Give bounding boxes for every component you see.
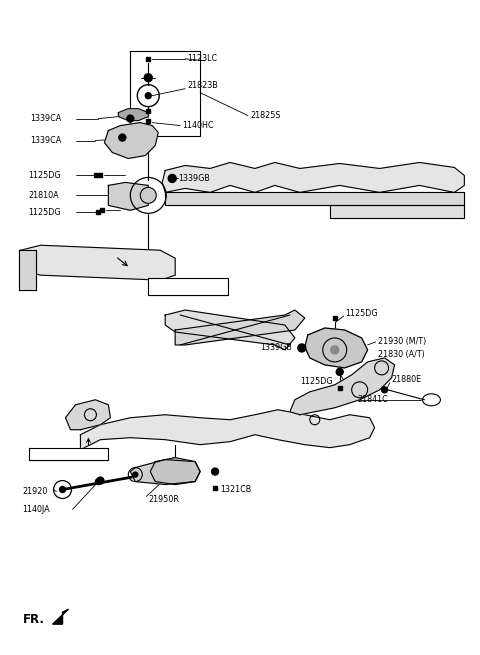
Polygon shape	[81, 410, 374, 449]
Polygon shape	[19, 250, 36, 290]
Text: 21825S: 21825S	[250, 111, 280, 120]
Circle shape	[382, 387, 387, 393]
Polygon shape	[330, 206, 464, 218]
Polygon shape	[29, 447, 108, 460]
Bar	[96, 210, 100, 214]
Text: 1123LC: 1123LC	[187, 54, 217, 64]
Text: 1339CA: 1339CA	[31, 136, 62, 145]
Circle shape	[336, 368, 343, 375]
Bar	[98, 174, 102, 178]
Text: 1321CB: 1321CB	[220, 485, 252, 494]
Text: 21950R: 21950R	[148, 495, 179, 504]
Bar	[146, 57, 150, 61]
Text: 21830 (A/T): 21830 (A/T)	[378, 350, 424, 360]
Circle shape	[60, 487, 65, 493]
Bar	[95, 174, 98, 178]
Circle shape	[145, 92, 151, 99]
Polygon shape	[175, 310, 305, 345]
Circle shape	[168, 174, 176, 183]
Polygon shape	[165, 310, 295, 350]
Polygon shape	[165, 193, 464, 206]
Text: 1140HC: 1140HC	[182, 121, 214, 130]
Text: 1339GB: 1339GB	[178, 174, 210, 183]
Polygon shape	[52, 609, 69, 624]
Polygon shape	[162, 162, 464, 193]
Bar	[333, 316, 336, 320]
Polygon shape	[65, 400, 110, 430]
Circle shape	[144, 74, 152, 82]
Polygon shape	[21, 245, 175, 280]
Circle shape	[97, 477, 104, 484]
Text: 21930 (M/T): 21930 (M/T)	[378, 337, 426, 346]
Circle shape	[119, 134, 126, 141]
Polygon shape	[119, 109, 148, 121]
Polygon shape	[150, 458, 200, 485]
Circle shape	[127, 115, 134, 122]
Text: REF.60-624: REF.60-624	[33, 449, 75, 458]
Text: 21841C: 21841C	[358, 395, 388, 404]
Bar	[338, 386, 342, 390]
Circle shape	[212, 468, 218, 475]
Bar	[146, 109, 150, 113]
Circle shape	[298, 344, 306, 352]
Polygon shape	[148, 278, 228, 295]
Bar	[146, 119, 150, 122]
Polygon shape	[130, 460, 200, 485]
Bar	[100, 208, 104, 212]
Text: FR.: FR.	[23, 612, 45, 626]
Text: 1339GB: 1339GB	[260, 343, 292, 352]
Text: 1125DG: 1125DG	[29, 171, 61, 180]
Text: 1125DG: 1125DG	[300, 377, 333, 386]
Text: 21920: 21920	[23, 487, 48, 496]
Circle shape	[133, 472, 138, 477]
Bar	[213, 485, 217, 489]
Text: 1125DG: 1125DG	[345, 309, 377, 318]
Text: REF.60-640: REF.60-640	[152, 284, 195, 293]
Polygon shape	[305, 328, 368, 368]
Polygon shape	[108, 183, 148, 210]
Circle shape	[331, 346, 339, 354]
Text: 21810A: 21810A	[29, 191, 59, 200]
Text: 1125DG: 1125DG	[29, 208, 61, 217]
Text: 21880E: 21880E	[392, 375, 422, 384]
Circle shape	[140, 187, 156, 203]
Text: 1140JA: 1140JA	[23, 505, 50, 514]
Circle shape	[96, 479, 101, 485]
Text: 21823B: 21823B	[187, 81, 218, 90]
Text: 1339CA: 1339CA	[31, 114, 62, 123]
Polygon shape	[104, 122, 158, 159]
Polygon shape	[290, 358, 395, 415]
